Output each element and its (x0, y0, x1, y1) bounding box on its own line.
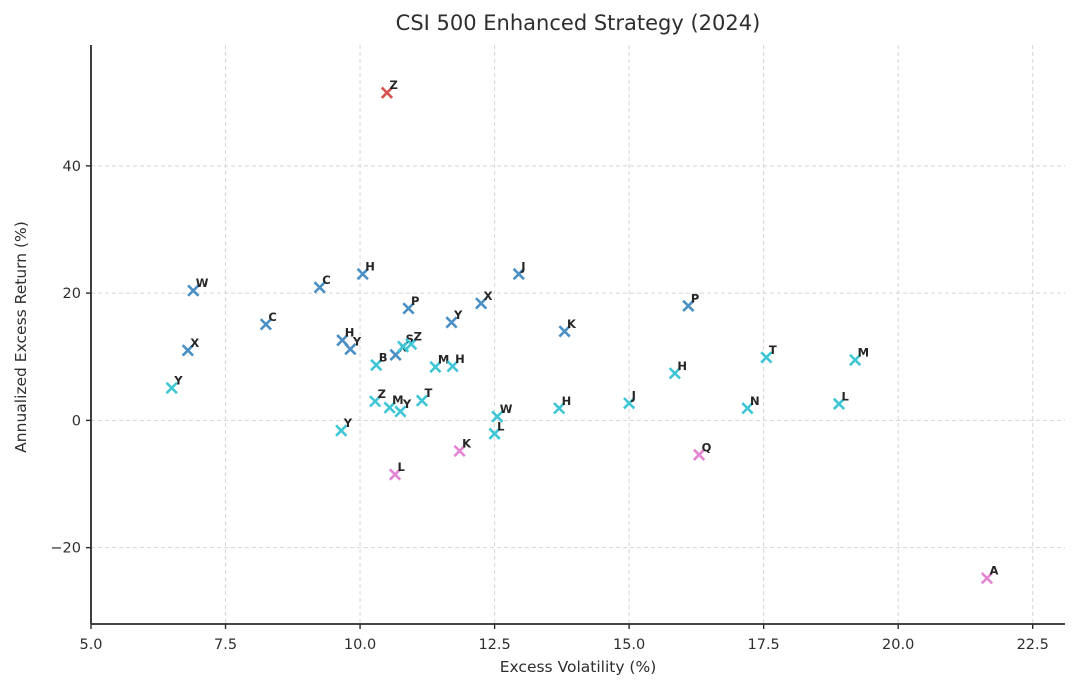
data-point-label: M (392, 393, 403, 407)
data-point-marker (445, 316, 458, 329)
data-point-label: J (520, 260, 525, 274)
data-point-marker (394, 405, 407, 418)
data-point-marker (370, 358, 383, 372)
data-point-marker (623, 397, 636, 410)
x-tick-label: 12.5 (478, 637, 510, 653)
data-point-label: J (631, 389, 636, 403)
data-point-label: W (196, 276, 209, 290)
data-point-marker (369, 395, 382, 408)
data-point-label: C (268, 310, 276, 324)
data-point-label: H (365, 260, 375, 274)
data-point-label: W (500, 402, 513, 416)
data-point-marker (383, 401, 396, 414)
data-point-marker (553, 402, 566, 415)
data-point-label: H (455, 352, 465, 366)
data-point-marker (335, 424, 348, 437)
data-point-marker (313, 281, 326, 294)
data-point-marker (380, 86, 394, 99)
y-axis-label: Annualized Excess Return (%) (12, 221, 30, 453)
data-point-marker (344, 343, 357, 356)
data-point-label: N (750, 394, 760, 408)
data-point-marker (475, 297, 488, 310)
data-point-marker (181, 344, 194, 357)
y-tick-label: 20 (63, 286, 81, 302)
data-point-label: X (484, 289, 493, 303)
data-point-marker (429, 360, 442, 374)
data-point-label: P (691, 291, 699, 305)
data-point-label: P (411, 294, 419, 308)
data-point-marker (388, 468, 402, 481)
data-point-label: S (406, 332, 414, 346)
data-point-label: K (567, 317, 577, 331)
data-point-label: Z (389, 78, 397, 92)
data-point-label: M (858, 345, 869, 359)
y-tick-label: −20 (50, 541, 81, 557)
tick-marks (86, 165, 1034, 629)
x-tick-label: 17.5 (748, 637, 780, 653)
data-point-label: C (322, 273, 330, 287)
data-point-marker (491, 410, 504, 423)
data-point-marker (488, 427, 501, 440)
data-point-marker (512, 267, 525, 281)
data-point-marker (760, 351, 773, 364)
data-point-label: L (398, 460, 406, 474)
data-point-label: T (769, 343, 777, 357)
data-point-marker (356, 267, 369, 281)
data-point-marker (832, 397, 846, 410)
data-point-label: H (677, 359, 687, 373)
data-point-label: H (345, 326, 355, 340)
data-point-label: T (424, 386, 432, 400)
data-point-marker (453, 444, 466, 458)
data-point-marker (396, 340, 410, 353)
data-point-label: K (462, 436, 472, 450)
data-point-label: Y (173, 373, 183, 387)
data-point-label: Y (453, 308, 463, 322)
data-point-label: A (989, 564, 998, 578)
data-point-marker (259, 318, 273, 331)
data-point-marker (402, 302, 415, 315)
axes-spines (90, 45, 1065, 625)
data-point-marker (692, 448, 706, 461)
data-point-marker (741, 402, 754, 415)
data-point-label: B (379, 351, 388, 365)
y-tick-label: 0 (72, 413, 81, 429)
data-point-marker (849, 353, 862, 367)
data-point-marker (187, 284, 200, 297)
data-point-marker (668, 367, 681, 380)
x-axis-label: Excess Volatility (%) (500, 658, 657, 676)
data-point-label: X (190, 336, 199, 350)
data-point-marker (415, 394, 429, 407)
x-tick-label: 5.0 (79, 637, 102, 653)
data-point-label: M (438, 352, 449, 366)
x-tick-label: 22.5 (1017, 637, 1049, 653)
data-point-marker (980, 572, 994, 585)
x-tick-label: 7.5 (214, 637, 237, 653)
data-point-label: Z (378, 387, 386, 401)
chart-title: CSI 500 Enhanced Strategy (2024) (396, 11, 761, 35)
y-tick-label: 40 (63, 159, 81, 175)
data-point-label: H (562, 394, 572, 408)
data-point-marker (405, 337, 418, 351)
tick-labels: 5.0 7.5 10.0 12.5 15.0 17.5 20.0 22.5 −20 0 20 40 (50, 159, 1048, 653)
data-point-label: Q (702, 440, 712, 454)
x-tick-label: 10.0 (344, 637, 376, 653)
x-tick-label: 20.0 (882, 637, 914, 653)
x-tick-label: 15.0 (613, 637, 645, 653)
data-point-label: L (841, 389, 849, 403)
grid-layer (90, 45, 1065, 624)
data-point-marker (682, 299, 695, 312)
data-point-label: Y (352, 335, 362, 349)
data-point-marker (558, 325, 571, 338)
data-point-label: Z (414, 330, 422, 344)
data-point-label: Y (402, 397, 412, 411)
data-point-label: L (497, 419, 505, 433)
data-point-marker (165, 381, 178, 395)
data-point-marker (446, 360, 459, 373)
data-point-label: Y (343, 416, 353, 430)
